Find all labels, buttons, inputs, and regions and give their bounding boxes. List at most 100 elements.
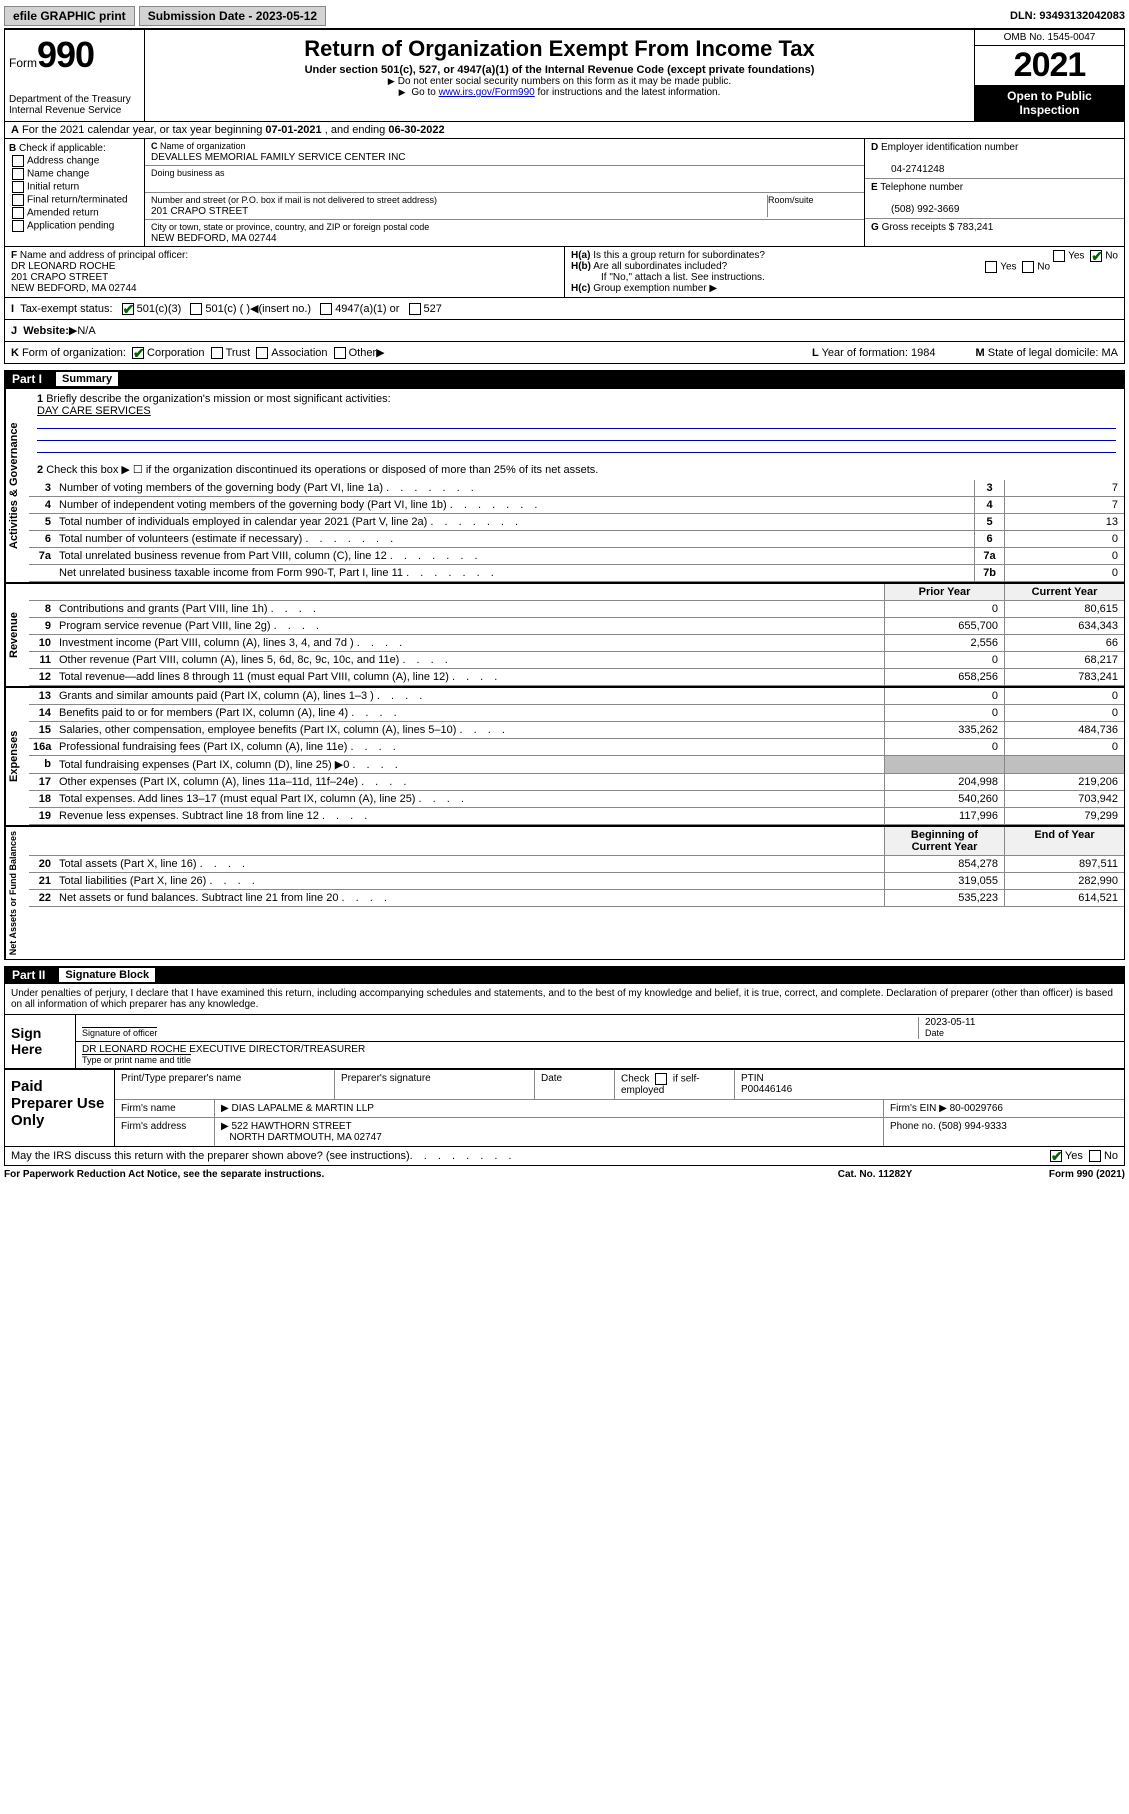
summary-row: 11Other revenue (Part VIII, column (A), … bbox=[29, 652, 1124, 669]
line-k: K Form of organization: Corporation Trus… bbox=[4, 342, 1125, 364]
chk-501c[interactable] bbox=[190, 303, 202, 315]
chk-final-return[interactable]: Final return/terminated bbox=[9, 194, 140, 206]
line-i: I Tax-exempt status: 501(c)(3) 501(c) ( … bbox=[4, 298, 1125, 320]
sign-date: 2023-05-11 bbox=[925, 1017, 975, 1028]
year-formation: 1984 bbox=[911, 347, 935, 359]
summary-row: 16aProfessional fundraising fees (Part I… bbox=[29, 739, 1124, 756]
form-label: Form bbox=[9, 56, 37, 70]
sign-here-label: Sign Here bbox=[5, 1015, 75, 1068]
summary-row: 21Total liabilities (Part X, line 26) . … bbox=[29, 873, 1124, 890]
form-990: 990 bbox=[37, 34, 94, 75]
firm-phone: (508) 994-9333 bbox=[938, 1121, 1006, 1132]
city-state-zip: NEW BEDFORD, MA 02744 bbox=[151, 233, 277, 244]
chk-amended[interactable]: Amended return bbox=[9, 207, 140, 219]
summary-row: 20Total assets (Part X, line 16) . . . .… bbox=[29, 856, 1124, 873]
summary-row: 7aTotal unrelated business revenue from … bbox=[29, 548, 1124, 565]
irs-link[interactable]: www.irs.gov/Form990 bbox=[439, 87, 535, 98]
discuss-yes[interactable] bbox=[1050, 1150, 1062, 1162]
summary-row: 17Other expenses (Part IX, column (A), l… bbox=[29, 774, 1124, 791]
expenses-section: Expenses 13Grants and similar amounts pa… bbox=[4, 687, 1125, 826]
mission-text: DAY CARE SERVICES bbox=[37, 405, 151, 417]
chk-527[interactable] bbox=[409, 303, 421, 315]
legal-domicile: MA bbox=[1102, 347, 1119, 359]
chk-trust[interactable] bbox=[211, 347, 223, 359]
part2-header: Part II Signature Block bbox=[4, 966, 1125, 984]
dln: DLN: 93493132042083 bbox=[1010, 10, 1125, 22]
summary-row: 5Total number of individuals employed in… bbox=[29, 514, 1124, 531]
top-bar: efile GRAPHIC print Submission Date - 20… bbox=[4, 4, 1125, 29]
submission-date: Submission Date - 2023-05-12 bbox=[139, 6, 326, 26]
open-inspection: Open to Public Inspection bbox=[975, 85, 1124, 121]
summary-row: 4Number of independent voting members of… bbox=[29, 497, 1124, 514]
line-j: J Website: ▶ N/A bbox=[4, 320, 1125, 342]
chk-corp[interactable] bbox=[132, 347, 144, 359]
governance-tab: Activities & Governance bbox=[5, 389, 29, 582]
website: N/A bbox=[77, 325, 95, 337]
sign-block: Sign Here Signature of officer 2023-05-1… bbox=[4, 1015, 1125, 1069]
paid-preparer-label: Paid Preparer Use Only bbox=[5, 1070, 115, 1146]
summary-row: bTotal fundraising expenses (Part IX, co… bbox=[29, 756, 1124, 774]
chk-name-change[interactable]: Name change bbox=[9, 168, 140, 180]
netassets-tab: Net Assets or Fund Balances bbox=[5, 827, 29, 959]
chk-501c3[interactable] bbox=[122, 303, 134, 315]
officer-name: DR LEONARD ROCHE bbox=[11, 261, 115, 272]
chk-assoc[interactable] bbox=[256, 347, 268, 359]
chk-initial-return[interactable]: Initial return bbox=[9, 181, 140, 193]
summary-row: 6Total number of volunteers (estimate if… bbox=[29, 531, 1124, 548]
room-label: Room/suite bbox=[768, 195, 814, 205]
section-c: C Name of organization DEVALLES MEMORIAL… bbox=[145, 139, 864, 246]
tax-year: 2021 bbox=[975, 46, 1124, 85]
summary-row: 13Grants and similar amounts paid (Part … bbox=[29, 688, 1124, 705]
dba-label: Doing business as bbox=[151, 168, 225, 178]
penalties-text: Under penalties of perjury, I declare th… bbox=[4, 984, 1125, 1015]
part1-header: Part I Summary bbox=[4, 370, 1125, 388]
paid-preparer-block: Paid Preparer Use Only Print/Type prepar… bbox=[4, 1069, 1125, 1147]
irs-label: Internal Revenue Service bbox=[9, 105, 140, 116]
subtitle-3: Go to www.irs.gov/Form990 for instructio… bbox=[153, 87, 966, 98]
chk-other[interactable] bbox=[334, 347, 346, 359]
firm-address: 522 HAWTHORN STREET bbox=[231, 1121, 351, 1132]
officer-group-block: F Name and address of principal officer:… bbox=[4, 247, 1125, 298]
revenue-tab: Revenue bbox=[5, 584, 29, 686]
page-footer: For Paperwork Reduction Act Notice, see … bbox=[4, 1166, 1125, 1183]
line-a: A For the 2021 calendar year, or tax yea… bbox=[4, 122, 1125, 139]
telephone: (508) 992-3669 bbox=[871, 204, 959, 215]
firm-ein: 80-0029766 bbox=[950, 1103, 1003, 1114]
net-header-row: Beginning of Current Year End of Year bbox=[29, 827, 1124, 856]
expenses-tab: Expenses bbox=[5, 688, 29, 825]
summary-row: 19Revenue less expenses. Subtract line 1… bbox=[29, 808, 1124, 825]
form-title: Return of Organization Exempt From Incom… bbox=[153, 36, 966, 62]
omb-number: OMB No. 1545-0047 bbox=[975, 30, 1124, 46]
street-address: 201 CRAPO STREET bbox=[151, 206, 248, 217]
chk-address-change[interactable]: Address change bbox=[9, 155, 140, 167]
chk-app-pending[interactable]: Application pending bbox=[9, 220, 140, 232]
summary-row: Net unrelated business taxable income fr… bbox=[29, 565, 1124, 582]
summary-row: 3Number of voting members of the governi… bbox=[29, 480, 1124, 497]
discuss-row: May the IRS discuss this return with the… bbox=[4, 1147, 1125, 1166]
gross-receipts: 783,241 bbox=[957, 222, 993, 233]
rev-header-row: Prior Year Current Year bbox=[29, 584, 1124, 601]
chk-4947[interactable] bbox=[320, 303, 332, 315]
section-de: D Employer identification number 04-2741… bbox=[864, 139, 1124, 246]
governance-section: Activities & Governance 1 Briefly descri… bbox=[4, 388, 1125, 583]
summary-row: 22Net assets or fund balances. Subtract … bbox=[29, 890, 1124, 907]
summary-row: 10Investment income (Part VIII, column (… bbox=[29, 635, 1124, 652]
netassets-section: Net Assets or Fund Balances Beginning of… bbox=[4, 826, 1125, 960]
section-b: B Check if applicable: Address change Na… bbox=[5, 139, 145, 246]
efile-button[interactable]: efile GRAPHIC print bbox=[4, 6, 135, 26]
summary-row: 18Total expenses. Add lines 13–17 (must … bbox=[29, 791, 1124, 808]
discuss-no[interactable] bbox=[1089, 1150, 1101, 1162]
form-header: Form990 Department of the Treasury Inter… bbox=[4, 29, 1125, 122]
ein: 04-2741248 bbox=[871, 164, 944, 175]
ptin: P00446146 bbox=[741, 1084, 792, 1095]
summary-row: 9Program service revenue (Part VIII, lin… bbox=[29, 618, 1124, 635]
subtitle-1: Under section 501(c), 527, or 4947(a)(1)… bbox=[153, 64, 966, 76]
summary-row: 12Total revenue—add lines 8 through 11 (… bbox=[29, 669, 1124, 686]
summary-row: 8Contributions and grants (Part VIII, li… bbox=[29, 601, 1124, 618]
revenue-section: Revenue Prior Year Current Year 8Contrib… bbox=[4, 583, 1125, 687]
dept-treasury: Department of the Treasury bbox=[9, 94, 140, 105]
summary-row: 15Salaries, other compensation, employee… bbox=[29, 722, 1124, 739]
org-name: DEVALLES MEMORIAL FAMILY SERVICE CENTER … bbox=[151, 152, 406, 163]
subtitle-2: Do not enter social security numbers on … bbox=[153, 76, 966, 87]
entity-block: B Check if applicable: Address change Na… bbox=[4, 139, 1125, 247]
